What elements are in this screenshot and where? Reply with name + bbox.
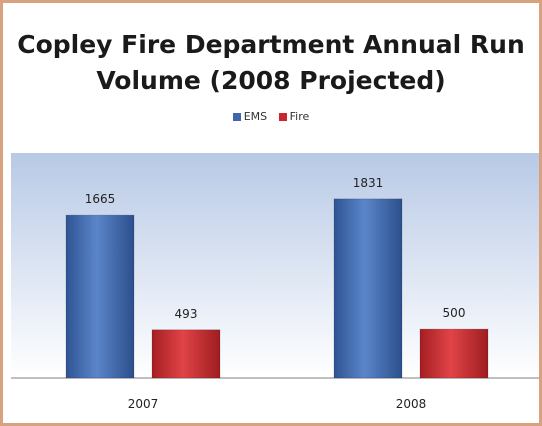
legend-item-fire: Fire (278, 110, 310, 123)
legend-label-ems: EMS (243, 110, 268, 123)
bar-fire-2007 (151, 329, 221, 379)
chart-title-line-1: Copley Fire Department Annual Run (17, 30, 525, 59)
legend-item-ems: EMS (232, 110, 268, 123)
data-label-ems-2007: 1665 (85, 192, 116, 206)
chart-title: Copley Fire Department Annual Run Volume… (3, 27, 539, 99)
data-label-fire-2007: 493 (175, 307, 198, 321)
data-label-ems-2008: 1831 (353, 176, 384, 190)
bar-fire-2008 (419, 328, 489, 379)
bar-chart-plot: 1665 493 2007 1831 500 2008 (11, 153, 539, 411)
data-label-fire-2008: 500 (443, 306, 466, 320)
chart-legend: EMS Fire (3, 110, 539, 123)
x-tick-label-2007: 2007 (128, 397, 159, 411)
x-tick-label-2008: 2008 (396, 397, 427, 411)
chart-title-line-2: Volume (2008 Projected) (96, 66, 446, 95)
legend-swatch-fire (278, 113, 287, 121)
bar-ems-2008 (333, 198, 403, 379)
legend-swatch-ems (232, 113, 241, 121)
legend-label-fire: Fire (289, 110, 310, 123)
bar-ems-2007 (65, 214, 135, 379)
